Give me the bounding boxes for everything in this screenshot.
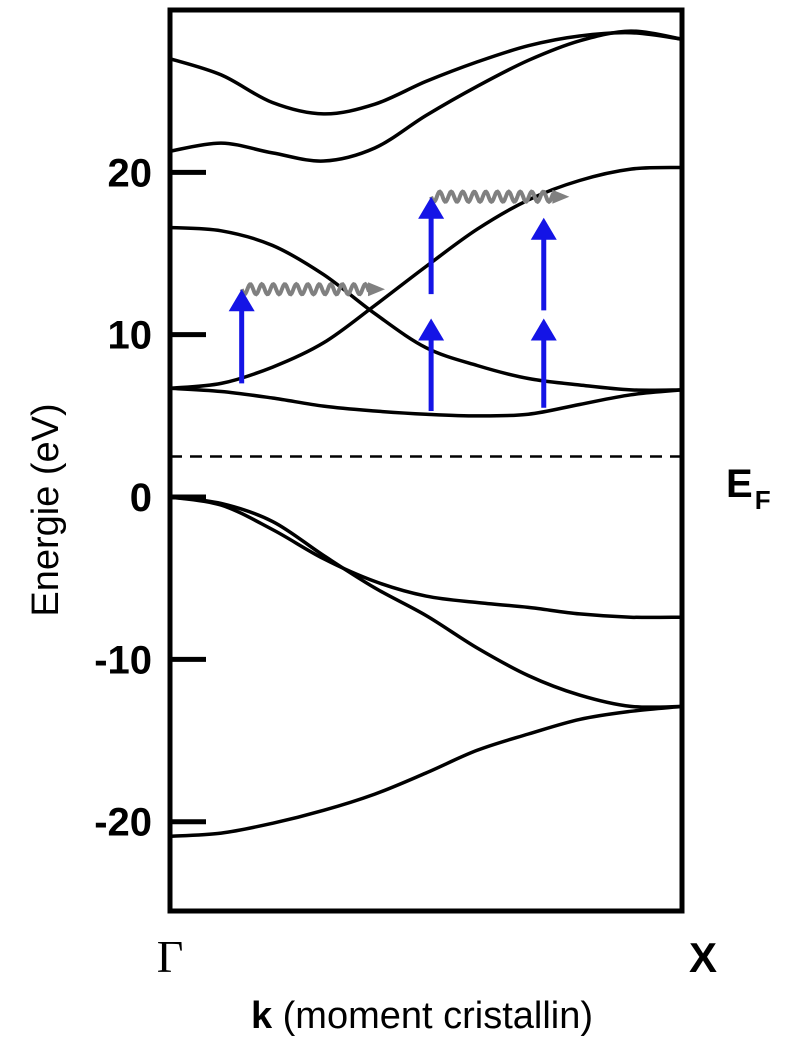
excitation-arrow-4 — [530, 318, 557, 408]
y-axis-title: Energie (eV) — [25, 403, 67, 616]
band-6 — [168, 495, 684, 620]
frame-layer — [167, 7, 685, 914]
excitation-arrowhead — [530, 217, 557, 240]
y-tick-label: 20 — [108, 151, 153, 195]
x-tick-x: X — [689, 934, 717, 981]
phonon-wave — [429, 189, 556, 205]
phonon-arrow-1 — [239, 281, 386, 297]
y-tick-label: -10 — [94, 638, 152, 682]
excitation-arrowhead — [228, 289, 255, 312]
excitation-arrowhead — [418, 196, 445, 219]
excitation-arrow-1 — [228, 289, 255, 384]
band-5 — [168, 386, 684, 418]
phonon-arrow-2 — [429, 189, 570, 205]
band-4 — [168, 165, 684, 391]
plot-frame — [167, 7, 685, 914]
excitation-arrowhead — [530, 318, 557, 341]
phonon-wave — [239, 281, 371, 297]
annotation-layer — [228, 189, 570, 411]
excitation-arrow-5 — [530, 217, 557, 311]
x-axis-title: k (moment cristallin) — [251, 995, 593, 1037]
y-tick-label: 0 — [130, 476, 152, 520]
x-tick-gamma: Γ — [157, 931, 184, 982]
fermi-level-label: EF — [726, 462, 771, 515]
excitation-arrow-2 — [418, 318, 445, 411]
phonon-arrowhead — [368, 282, 386, 297]
band-7 — [168, 495, 684, 709]
ticks-layer: 20 10 0 -10 -20 — [94, 151, 206, 845]
excitation-arrowhead — [418, 318, 445, 341]
band-1 — [168, 30, 684, 116]
band-3 — [168, 225, 684, 393]
y-tick-label: -20 — [94, 801, 152, 845]
phonon-arrowhead — [552, 189, 570, 204]
band-2 — [168, 29, 684, 163]
band-8 — [168, 704, 684, 839]
bands-layer — [168, 29, 684, 839]
y-tick-label: 10 — [108, 314, 153, 358]
excitation-arrow-3 — [418, 196, 445, 295]
